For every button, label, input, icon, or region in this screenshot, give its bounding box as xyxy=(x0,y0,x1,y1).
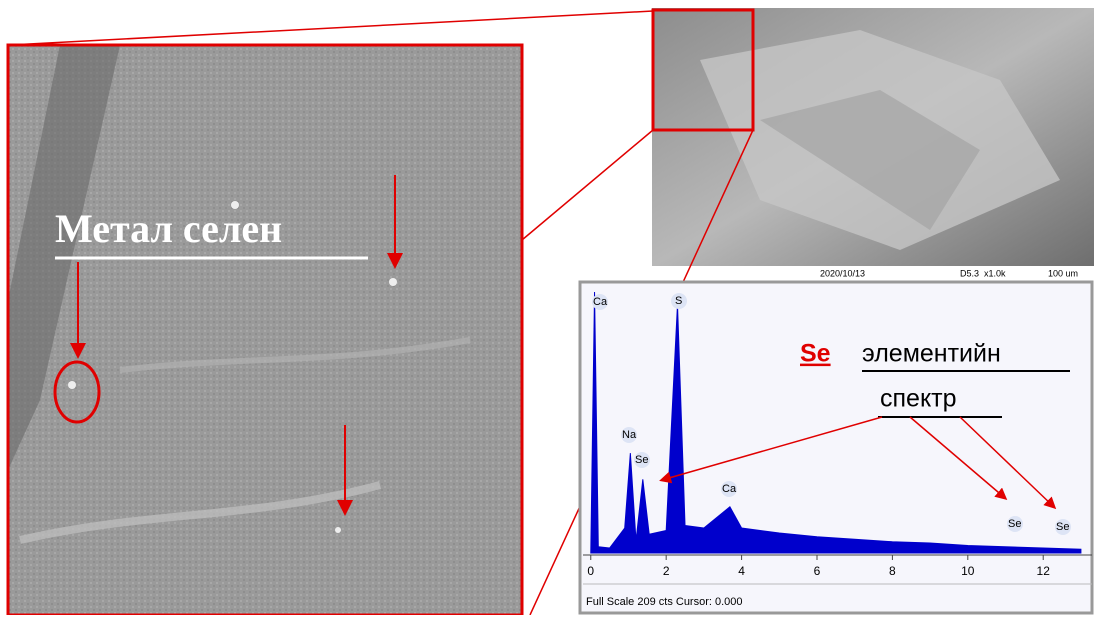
x-tick-label: 10 xyxy=(961,564,975,578)
x-tick-label: 0 xyxy=(587,564,594,578)
sem-date: 2020/10/13 xyxy=(820,268,865,278)
peak-label: Ca xyxy=(722,483,737,495)
peak-label: Ca xyxy=(593,296,608,308)
annotation-element: Se xyxy=(800,340,831,368)
zoom-panel: Метал селен xyxy=(8,45,522,615)
spectrum-panel: Full Scale 209 cts Cursor: 0.000 0 2 4 6 8 10… xyxy=(580,282,1092,613)
peak-label: S xyxy=(675,295,682,307)
x-tick-label: 6 xyxy=(814,564,821,578)
x-tick-label: 2 xyxy=(663,564,670,578)
sem-settings: D5.3 x1.0k xyxy=(960,268,1006,278)
peak-label: Se xyxy=(635,454,648,466)
sem-image: 2020/10/13 D5.3 x1.0k 100 um xyxy=(652,8,1094,280)
peak-label: Se xyxy=(1056,521,1069,533)
peak-label: Se xyxy=(1008,518,1021,530)
peak-label: Na xyxy=(622,429,637,441)
zoom-label: Метал селен xyxy=(55,206,282,251)
x-tick-label: 12 xyxy=(1037,564,1051,578)
x-tick-label: 8 xyxy=(889,564,896,578)
annotation-word2: спектр xyxy=(880,385,957,413)
sem-scale: 100 um xyxy=(1048,268,1078,278)
annotation-word1: элементийн xyxy=(862,340,1001,368)
x-tick-label: 4 xyxy=(738,564,745,578)
spectrum-footer: Full Scale 209 cts Cursor: 0.000 xyxy=(586,596,743,608)
page: Метал селен 2020/10/13 D5.3 x1.0k 100 um… xyxy=(0,0,1094,615)
figure: Метал селен 2020/10/13 D5.3 x1.0k 100 um… xyxy=(0,0,1094,615)
